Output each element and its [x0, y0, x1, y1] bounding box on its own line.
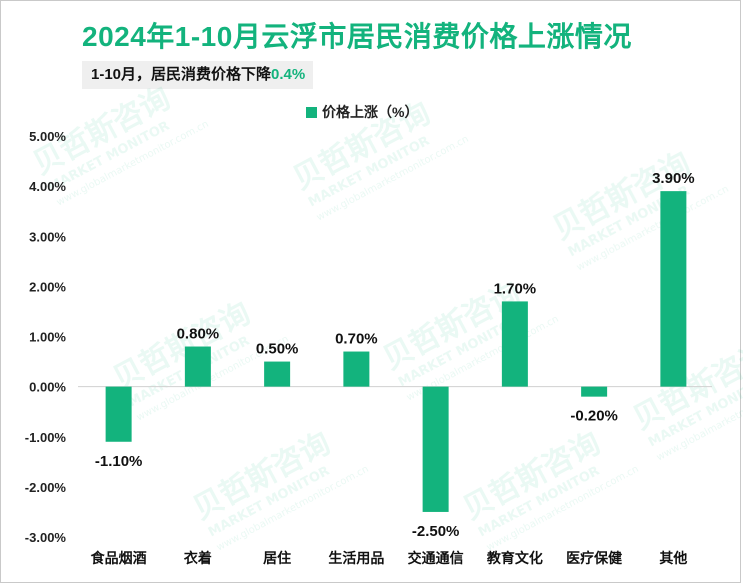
y-tick-label: 2.00% [29, 279, 66, 294]
y-tick-label: -2.00% [25, 480, 67, 495]
x-tick-label: 食品烟酒 [91, 550, 147, 567]
bar [343, 351, 370, 387]
y-tick-label: 4.00% [29, 179, 66, 194]
y-tick-label: 3.00% [29, 229, 66, 244]
data-label: -1.10% [95, 453, 143, 470]
data-labels: -1.10% 0.80% 0.50% 0.70% -2.50% 1.70% -0.20% 3.… [95, 170, 695, 540]
subtitle-banner: 1-10月，居民消费价格下降0.4% [82, 61, 314, 89]
x-tick-label: 交通通信 [408, 550, 464, 567]
subtitle-highlight: 0.4% [271, 66, 306, 83]
bars [105, 191, 687, 512]
bar [422, 386, 449, 512]
x-tick-label: 生活用品 [328, 550, 384, 567]
y-axis: 5.00% 4.00% 3.00% 2.00% 1.00% 0.00% -1.00% -2.0… [25, 129, 712, 545]
y-tick-label: -1.00% [25, 430, 67, 445]
chart-title: 2024年1-10月云浮市居民消费价格上涨情况 [82, 21, 632, 52]
legend: 价格上涨（%） [306, 104, 418, 120]
data-label: -0.20% [570, 408, 618, 425]
y-tick-label: -3.00% [25, 530, 67, 545]
bar [184, 346, 211, 387]
data-label: 0.50% [256, 341, 299, 358]
y-tick-label: 0.00% [29, 380, 66, 395]
x-tick-label: 居住 [263, 550, 291, 567]
y-tick-label: 5.00% [29, 129, 66, 144]
bar [660, 191, 687, 387]
x-tick-label: 衣着 [184, 550, 212, 567]
x-tick-label: 教育文化 [487, 550, 543, 567]
legend-label: 价格上涨（%） [322, 104, 418, 120]
bar [501, 301, 528, 387]
x-tick-label: 其他 [659, 550, 687, 567]
x-axis: 食品烟酒 衣着 居住 生活用品 交通通信 教育文化 医疗保健 其他 [91, 550, 688, 567]
legend-swatch [306, 107, 317, 118]
data-label: 3.90% [652, 170, 695, 187]
bar [581, 386, 608, 397]
subtitle-text: 1-10月，居民消费价格下降 [91, 66, 272, 83]
y-tick-label: 1.00% [29, 330, 66, 345]
bar [264, 361, 291, 387]
data-label: 0.70% [335, 331, 378, 348]
x-tick-label: 医疗保健 [566, 550, 622, 567]
data-label: -2.50% [412, 523, 460, 540]
data-label: 0.80% [177, 326, 220, 343]
data-label: 1.70% [494, 280, 537, 297]
bar [105, 386, 132, 442]
